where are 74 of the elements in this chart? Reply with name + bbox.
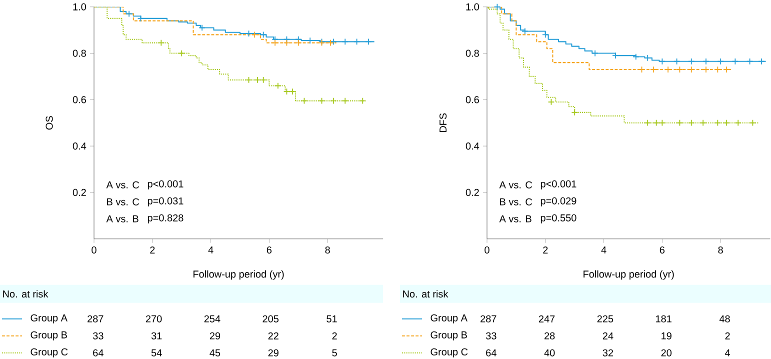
text: 2 xyxy=(725,332,730,340)
text: 5 xyxy=(332,349,337,356)
text: 64 xyxy=(486,349,496,356)
legend-label: Group A xyxy=(430,314,468,324)
annotation: p=0.031 xyxy=(148,197,184,206)
legend-label: Group C xyxy=(430,348,468,358)
y-tick-label: 1.0 xyxy=(73,3,86,10)
x-tick-label: 0 xyxy=(92,246,96,254)
y-tick-label: 0.4 xyxy=(72,142,86,150)
annotation: p=0.029 xyxy=(540,197,576,206)
text: 32 xyxy=(602,349,614,356)
x-tick-label: 8 xyxy=(325,246,330,254)
annotation: p=0.550 xyxy=(540,214,576,224)
text: 2 xyxy=(332,332,337,340)
annotation: A vs. B xyxy=(106,215,138,222)
y-tick-label: 0.2 xyxy=(72,188,86,196)
annotation: A vs. C xyxy=(106,181,140,188)
text: 20 xyxy=(661,349,672,356)
text: 51 xyxy=(326,315,337,322)
text: 54 xyxy=(151,349,162,356)
x-tick-label: 0 xyxy=(484,246,490,254)
text: 28 xyxy=(544,332,555,340)
text: 33 xyxy=(486,332,496,340)
x-tick-label: 8 xyxy=(718,246,723,254)
annotation: B vs. C xyxy=(500,198,532,206)
text: 31 xyxy=(151,332,162,340)
legend-label: Group B xyxy=(430,331,467,340)
y-tick-label: 0.2 xyxy=(466,188,479,196)
y-tick-label: 0.6 xyxy=(72,96,86,104)
text: 205 xyxy=(262,315,279,322)
text: 48 xyxy=(719,315,730,322)
text: 33 xyxy=(93,332,104,340)
annotation: A vs. B xyxy=(499,215,532,222)
y-tick-label: 0.8 xyxy=(466,50,479,57)
text: 24 xyxy=(602,332,614,340)
annotation: B vs. C xyxy=(107,198,140,206)
legend-label: Group C xyxy=(30,348,68,358)
x-tick-label: 2 xyxy=(543,246,548,254)
annotation: p<0.001 xyxy=(148,180,184,190)
text: No. at risk xyxy=(403,290,448,298)
text: 22 xyxy=(268,332,278,340)
legend-label: Group B xyxy=(30,331,67,340)
text: 29 xyxy=(268,349,278,356)
legend-label: Group A xyxy=(30,314,68,324)
y-tick-label: 0.6 xyxy=(466,96,479,104)
text: 29 xyxy=(210,332,220,340)
x-tick-label: 4 xyxy=(601,246,606,254)
text: 181 xyxy=(656,315,672,322)
x-axis-title: Follow-up period (yr) xyxy=(584,270,674,280)
x-tick-label: 2 xyxy=(150,246,155,254)
text: 225 xyxy=(597,315,614,322)
text: 254 xyxy=(204,315,220,322)
y-tick-label: 0.4 xyxy=(466,142,480,150)
text: 64 xyxy=(93,349,104,356)
text: 270 xyxy=(146,315,162,322)
annotation: p<0.001 xyxy=(540,180,576,190)
annotation: A vs. C xyxy=(499,181,532,188)
text: 4 xyxy=(724,349,730,356)
text: 287 xyxy=(88,315,104,322)
y-axis-title: DFS xyxy=(440,113,447,132)
x-tick-label: 6 xyxy=(660,246,665,254)
text: 45 xyxy=(210,349,220,356)
x-axis-title: Follow-up period (yr) xyxy=(194,270,284,280)
text: No. at risk xyxy=(3,290,48,298)
text: 247 xyxy=(538,315,555,322)
y-tick-label: 1.0 xyxy=(466,3,480,10)
annotation: p=0.828 xyxy=(148,214,184,224)
x-tick-label: 4 xyxy=(208,246,214,254)
y-tick-label: 0.8 xyxy=(72,50,86,57)
text: 40 xyxy=(544,349,555,356)
y-axis-title: OS xyxy=(46,116,53,130)
text: 287 xyxy=(480,315,496,322)
text: 19 xyxy=(662,332,672,340)
x-tick-label: 6 xyxy=(266,246,272,254)
